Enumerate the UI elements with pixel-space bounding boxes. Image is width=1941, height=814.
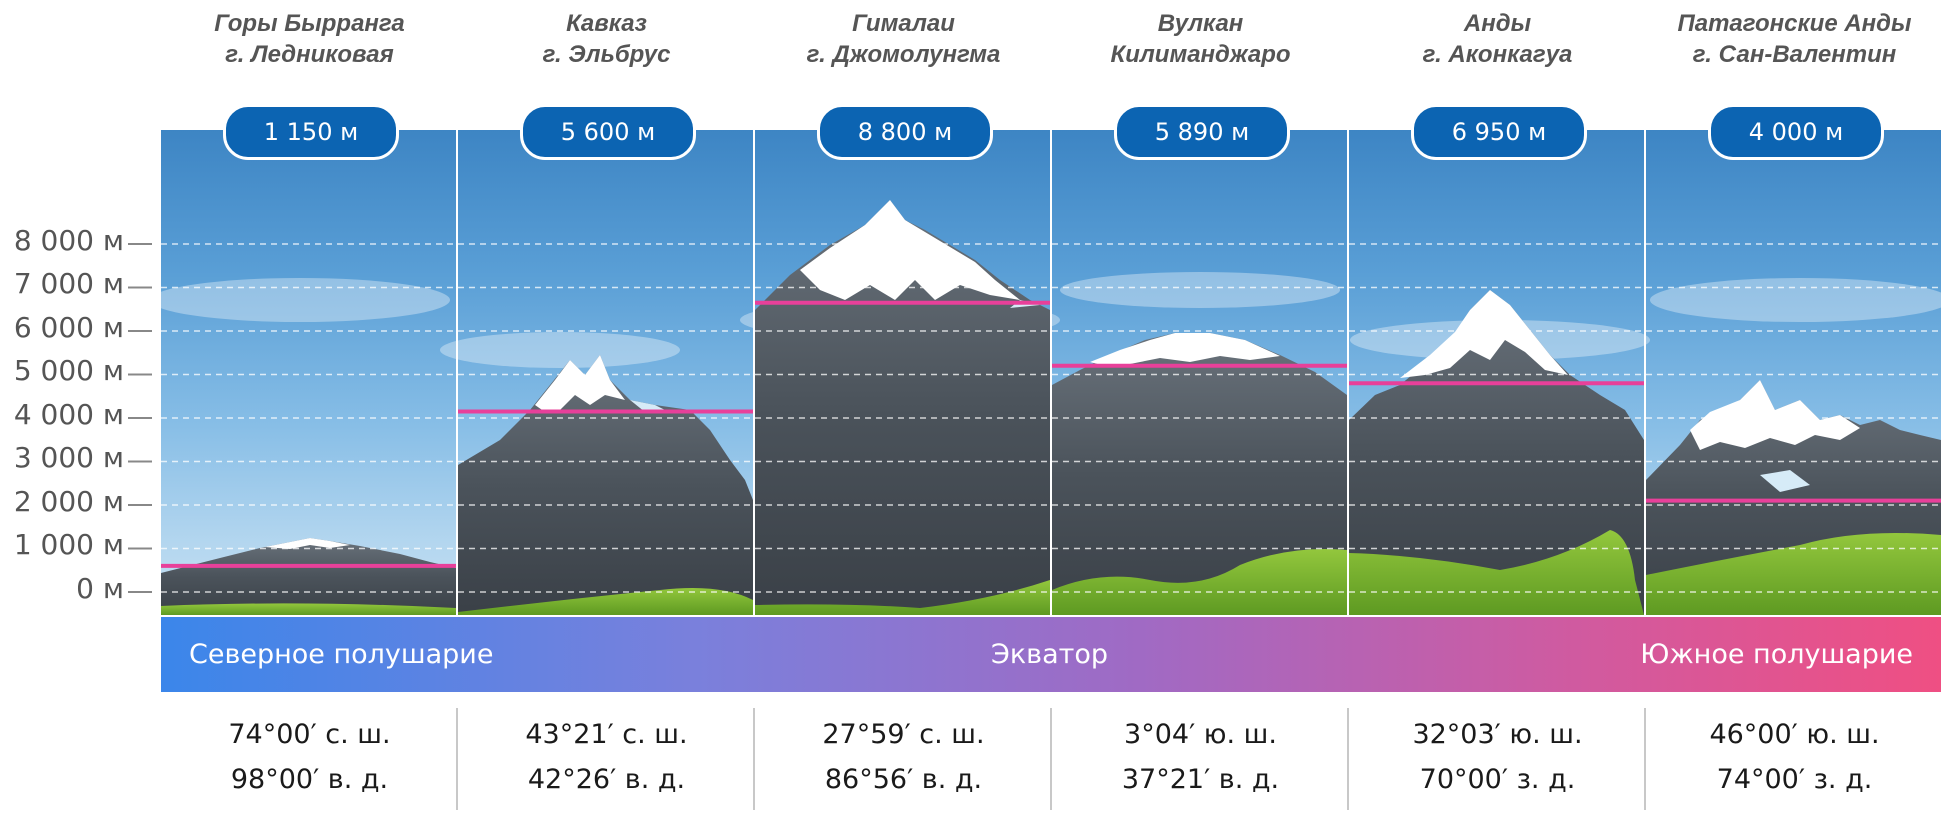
mountain-byrranga xyxy=(161,538,456,615)
y-tick-label: 2 000 м xyxy=(13,485,124,518)
range-name: Анды xyxy=(1463,10,1532,37)
y-tick-label: 7 000 м xyxy=(13,267,124,300)
coords-kilimanjaro: 3°04′ ю. ш. 37°21′ в. д. xyxy=(1052,712,1349,802)
longitude: 37°21′ в. д. xyxy=(1121,764,1280,795)
height-badge-kilimanjaro: 5 890 м xyxy=(1114,104,1290,160)
latitude: 32°03′ ю. ш. xyxy=(1412,719,1583,750)
column-header-caucasus: Кавказ г. Эльбрус xyxy=(458,8,755,70)
y-tick-label: 0 м xyxy=(76,572,124,605)
y-tick-label: 1 000 м xyxy=(13,528,124,561)
equator-label: Экватор xyxy=(991,639,1109,670)
hemisphere-band: Северное полушарие Экватор Южное полушар… xyxy=(161,617,1941,692)
column-header-andes: Анды г. Аконкагуа xyxy=(1349,8,1646,70)
coords-himalaya: 27°59′ с. ш. 86°56′ в. д. xyxy=(755,712,1052,802)
latitude: 27°59′ с. ш. xyxy=(822,719,985,750)
latitude: 3°04′ ю. ш. xyxy=(1124,719,1277,750)
grid-lines xyxy=(128,243,1941,593)
mountain-kilimanjaro xyxy=(1052,333,1347,615)
longitude: 74°00′ з. д. xyxy=(1716,764,1873,795)
longitude: 98°00′ в. д. xyxy=(230,764,389,795)
column-header-himalaya: Гималаи г. Джомолунгма xyxy=(755,8,1052,70)
height-badge-byrranga: 1 150 м xyxy=(223,104,399,160)
peak-name: г. Сан-Валентин xyxy=(1692,41,1897,68)
y-tick-label: 8 000 м xyxy=(13,224,124,257)
height-badge-himalaya: 8 800 м xyxy=(817,104,993,160)
longitude: 86°56′ в. д. xyxy=(824,764,983,795)
range-name: Горы Бырранга xyxy=(214,10,405,37)
coords-patagonia: 46°00′ ю. ш. 74°00′ з. д. xyxy=(1646,712,1941,802)
column-separators xyxy=(456,130,1646,615)
height-badge-patagonia: 4 000 м xyxy=(1708,104,1884,160)
peak-name: Килиманджаро xyxy=(1110,41,1291,68)
south-hemisphere-label: Южное полушарие xyxy=(1640,639,1913,670)
column-header-byrranga: Горы Бырранга г. Ледниковая xyxy=(161,8,458,70)
mountain-aconcagua xyxy=(1349,290,1644,615)
coord-separators xyxy=(456,708,1646,810)
longitude: 70°00′ з. д. xyxy=(1419,764,1576,795)
mountain-caucasus xyxy=(458,355,753,615)
latitude: 74°00′ с. ш. xyxy=(228,719,391,750)
y-tick-label: 5 000 м xyxy=(13,354,124,387)
latitude: 43°21′ с. ш. xyxy=(525,719,688,750)
column-header-patagonia: Патагонские Анды г. Сан-Валентин xyxy=(1646,8,1941,70)
y-tick-label: 3 000 м xyxy=(13,441,124,474)
mountain-patagonia xyxy=(1646,380,1941,615)
coords-caucasus: 43°21′ с. ш. 42°26′ в. д. xyxy=(458,712,755,802)
range-name: Гималаи xyxy=(852,10,955,37)
sky-panel xyxy=(161,130,456,615)
height-badge-caucasus: 5 600 м xyxy=(520,104,696,160)
peak-name: г. Эльбрус xyxy=(542,41,671,68)
range-name: Патагонские Анды xyxy=(1677,10,1912,37)
longitude: 42°26′ в. д. xyxy=(527,764,686,795)
mountain-himalaya xyxy=(755,200,1050,615)
peak-name: г. Аконкагуа xyxy=(1422,41,1573,68)
y-tick-label: 6 000 м xyxy=(13,311,124,344)
height-badge-andes: 6 950 м xyxy=(1411,104,1587,160)
coords-byrranga: 74°00′ с. ш. 98°00′ в. д. xyxy=(161,712,458,802)
snow-lines xyxy=(161,300,1941,568)
column-header-kilimanjaro: Вулкан Килиманджаро xyxy=(1052,8,1349,70)
range-name: Кавказ xyxy=(566,10,647,37)
y-tick-label: 4 000 м xyxy=(13,398,124,431)
latitude: 46°00′ ю. ш. xyxy=(1709,719,1880,750)
peak-name: г. Ледниковая xyxy=(225,41,394,68)
north-hemisphere-label: Северное полушарие xyxy=(189,639,494,670)
peak-name: г. Джомолунгма xyxy=(806,41,1001,68)
range-name: Вулкан xyxy=(1157,10,1244,37)
coords-andes: 32°03′ ю. ш. 70°00′ з. д. xyxy=(1349,712,1646,802)
